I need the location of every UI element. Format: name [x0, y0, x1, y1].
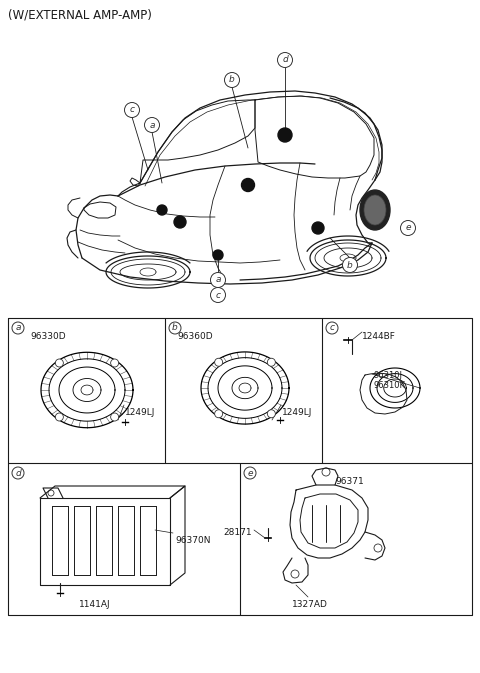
- Circle shape: [291, 570, 299, 578]
- Ellipse shape: [364, 195, 386, 225]
- Text: d: d: [15, 468, 21, 478]
- Text: c: c: [329, 324, 335, 332]
- Text: a: a: [215, 275, 221, 285]
- Text: 96370N: 96370N: [175, 536, 211, 545]
- Circle shape: [55, 359, 63, 367]
- Circle shape: [225, 73, 240, 87]
- Text: e: e: [247, 468, 253, 478]
- Ellipse shape: [360, 190, 390, 230]
- Circle shape: [326, 322, 338, 334]
- Circle shape: [110, 413, 119, 421]
- Text: 96310K: 96310K: [374, 381, 406, 390]
- Circle shape: [267, 358, 276, 366]
- Text: a: a: [149, 120, 155, 129]
- Text: d: d: [282, 55, 288, 65]
- Text: 96360D: 96360D: [177, 332, 213, 341]
- Circle shape: [12, 322, 24, 334]
- Text: 1244BF: 1244BF: [362, 332, 396, 341]
- Circle shape: [278, 128, 292, 142]
- Text: 1141AJ: 1141AJ: [79, 600, 111, 609]
- Text: 96371: 96371: [335, 477, 364, 486]
- Text: (W/EXTERNAL AMP-AMP): (W/EXTERNAL AMP-AMP): [8, 8, 152, 21]
- Circle shape: [211, 287, 226, 302]
- Circle shape: [124, 102, 140, 118]
- Circle shape: [157, 205, 167, 215]
- Circle shape: [215, 358, 223, 366]
- Circle shape: [174, 216, 186, 228]
- Text: b: b: [229, 75, 235, 85]
- Circle shape: [110, 359, 119, 367]
- Circle shape: [55, 413, 63, 421]
- Circle shape: [244, 467, 256, 479]
- Circle shape: [267, 410, 276, 418]
- Circle shape: [312, 222, 324, 234]
- Text: b: b: [172, 324, 178, 332]
- Circle shape: [211, 273, 226, 287]
- Circle shape: [169, 322, 181, 334]
- Circle shape: [12, 467, 24, 479]
- Text: b: b: [347, 260, 353, 269]
- Circle shape: [215, 410, 223, 418]
- Text: 1327AD: 1327AD: [292, 600, 328, 609]
- Circle shape: [322, 468, 330, 476]
- Circle shape: [48, 490, 54, 496]
- Text: e: e: [405, 223, 411, 232]
- Circle shape: [343, 258, 358, 273]
- Circle shape: [144, 118, 159, 133]
- Text: c: c: [216, 291, 220, 299]
- Circle shape: [213, 250, 223, 260]
- Circle shape: [277, 52, 292, 67]
- Circle shape: [400, 221, 416, 236]
- Text: 1249LJ: 1249LJ: [125, 408, 156, 417]
- Circle shape: [241, 178, 254, 192]
- Text: 1249LJ: 1249LJ: [282, 408, 312, 417]
- Text: 96330D: 96330D: [30, 332, 66, 341]
- Text: a: a: [15, 324, 21, 332]
- Text: 96310J: 96310J: [374, 371, 403, 380]
- Text: c: c: [130, 106, 134, 114]
- Circle shape: [374, 544, 382, 552]
- Text: 28171: 28171: [223, 528, 252, 537]
